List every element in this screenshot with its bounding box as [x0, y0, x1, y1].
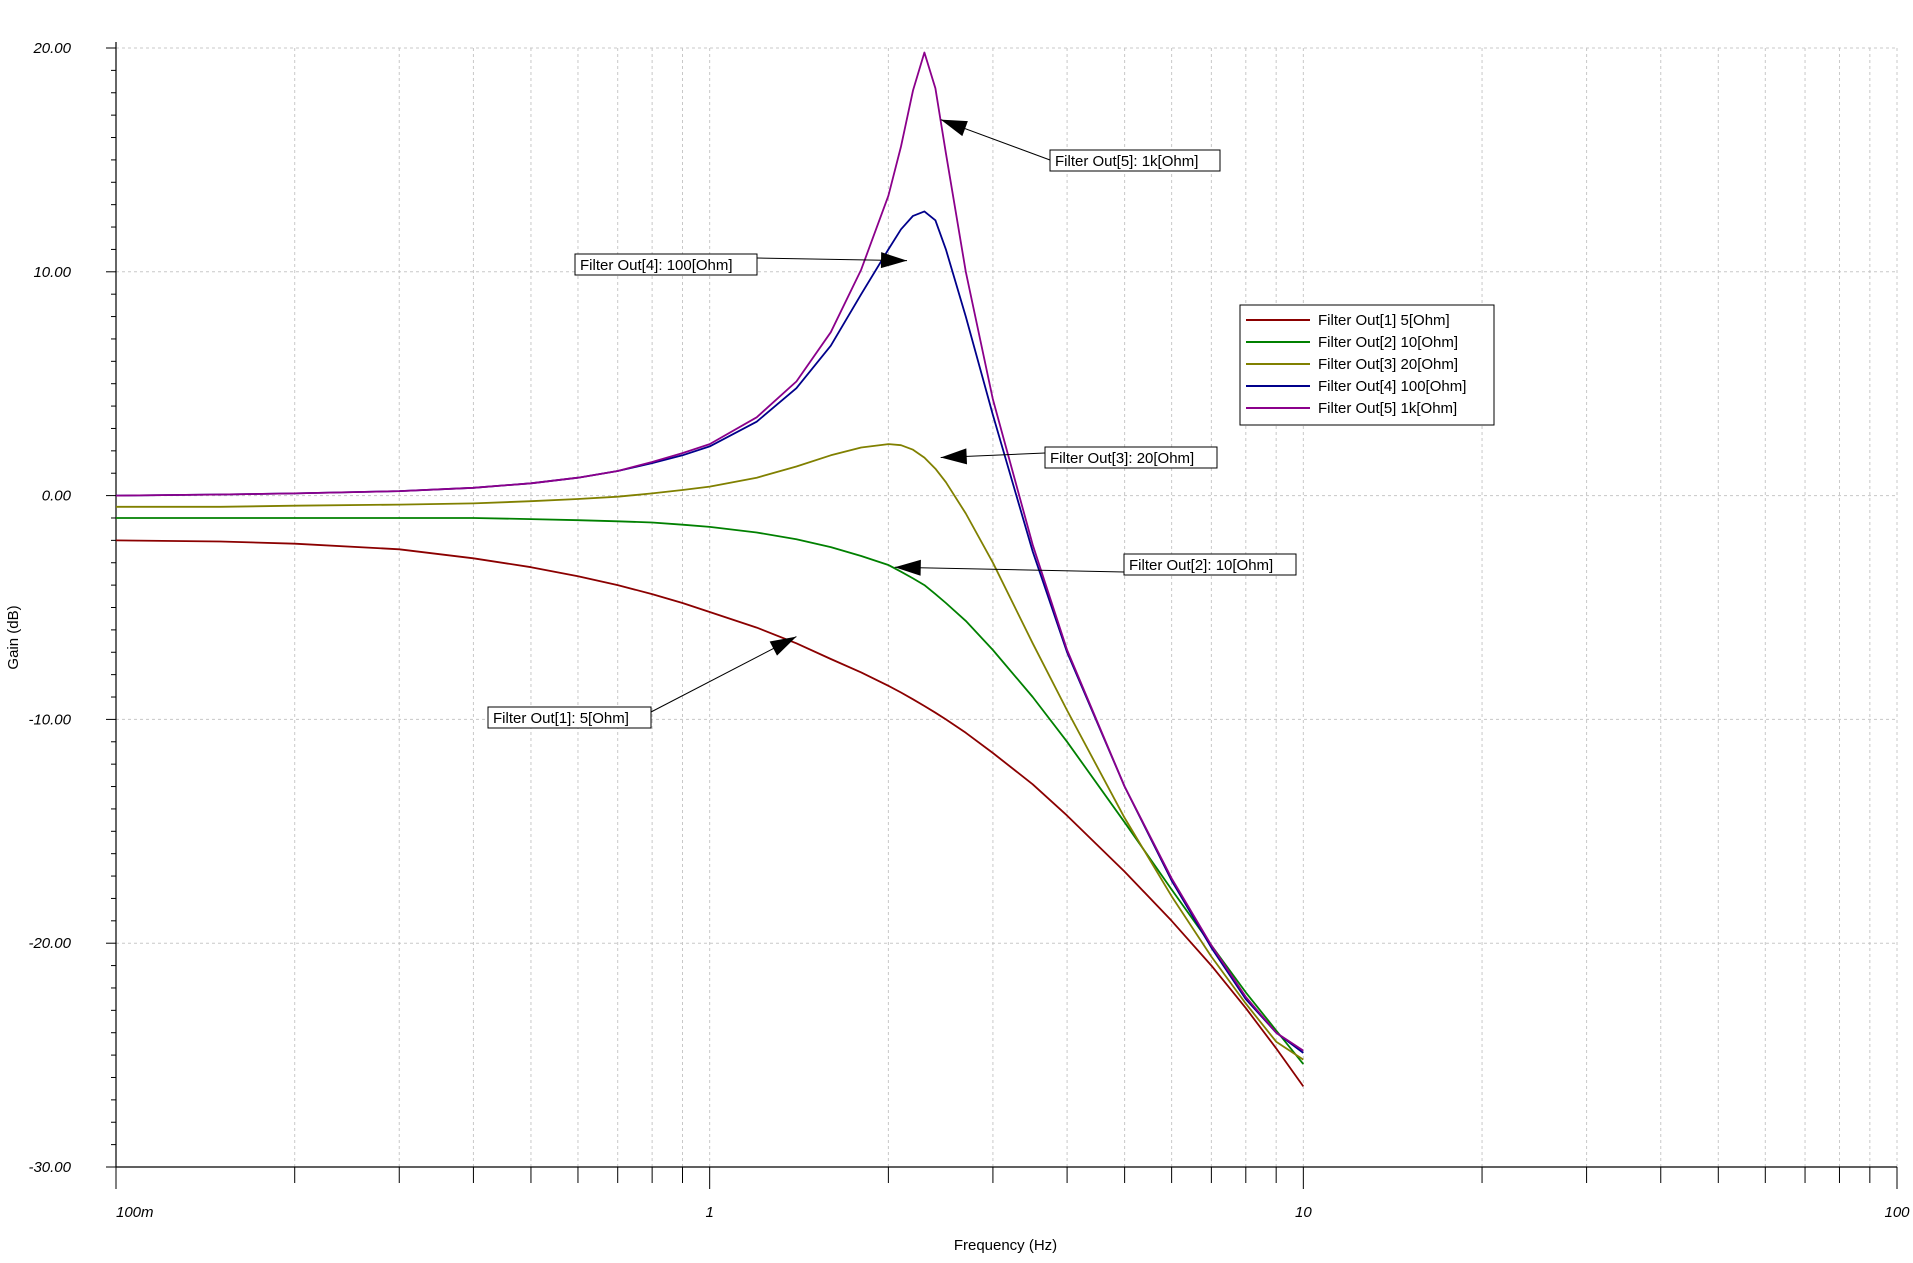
- legend-item-1: Filter Out[1] 5[Ohm]: [1246, 312, 1450, 329]
- annotation-arrowhead: [880, 252, 908, 269]
- y-tick-label: -10.00: [28, 711, 71, 728]
- legend-item-5: Filter Out[5] 1k[Ohm]: [1246, 400, 1457, 417]
- x-tick-label: 10: [1295, 1204, 1312, 1221]
- legend-label: Filter Out[1] 5[Ohm]: [1318, 312, 1450, 329]
- annotation-leader-line: [650, 636, 797, 713]
- y-axis-title: Gain (dB): [5, 605, 22, 669]
- tick-labels: 100m 1 10 100 20.00 10.00 0.00 -10.00 -20.00 -30.…: [28, 40, 1910, 1221]
- legend-item-4: Filter Out[4] 100[Ohm]: [1246, 378, 1466, 395]
- x-axis-title: Frequency (Hz): [954, 1237, 1057, 1254]
- annotation-2: Filter Out[4]: 100[Ohm]: [574, 252, 908, 276]
- annotation-arrowhead: [940, 448, 968, 465]
- y-tick-label: -30.00: [28, 1159, 71, 1176]
- grid: [116, 47, 1898, 1167]
- annotation-box: [1049, 149, 1221, 172]
- legend-label: Filter Out[4] 100[Ohm]: [1318, 378, 1466, 395]
- annotation-5: Filter Out[1]: 5[Ohm]: [487, 636, 797, 729]
- legend-label: Filter Out[3] 20[Ohm]: [1318, 356, 1458, 373]
- legend-item-3: Filter Out[3] 20[Ohm]: [1246, 356, 1458, 373]
- annotation-label: Filter Out[5]: 1k[Ohm]: [1055, 153, 1198, 170]
- annotation-box: [1123, 553, 1297, 576]
- annotation-label: Filter Out[4]: 100[Ohm]: [580, 257, 733, 274]
- axes: [115, 42, 1897, 1168]
- annotation-leader-line: [894, 566, 1125, 573]
- x-tick-label: 100m: [116, 1204, 154, 1221]
- y-tick-label: 20.00: [32, 40, 71, 57]
- annotation-4: Filter Out[2]: 10[Ohm]: [894, 553, 1297, 576]
- annotation-box: [487, 706, 652, 729]
- x-tick-label: 1: [705, 1204, 713, 1221]
- series-line-3: [116, 443, 1304, 1061]
- annotation-1: Filter Out[5]: 1k[Ohm]: [940, 119, 1221, 172]
- series-line-5: [115, 51, 1304, 1052]
- legend-label: Filter Out[5] 1k[Ohm]: [1318, 400, 1457, 417]
- legend-label: Filter Out[2] 10[Ohm]: [1318, 334, 1458, 351]
- legend-item-2: Filter Out[2] 10[Ohm]: [1246, 334, 1458, 351]
- annotation-arrowhead: [940, 119, 968, 137]
- annotation-label: Filter Out[3]: 20[Ohm]: [1050, 450, 1194, 467]
- y-tick-label: 0.00: [42, 488, 72, 505]
- annotation-label: Filter Out[1]: 5[Ohm]: [493, 710, 629, 727]
- y-tick-label: 10.00: [33, 264, 71, 281]
- annotation-box: [1044, 446, 1218, 469]
- y-tick-label: -20.00: [28, 935, 71, 952]
- annotation-label: Filter Out[2]: 10[Ohm]: [1129, 557, 1273, 574]
- annotation-3: Filter Out[3]: 20[Ohm]: [940, 446, 1218, 469]
- annotation-arrowhead: [894, 559, 921, 576]
- series-lines: [115, 51, 1305, 1087]
- annotation-box: [574, 253, 758, 276]
- x-tick-label: 100: [1884, 1204, 1910, 1221]
- legend: Filter Out[1] 5[Ohm] Filter Out[2] 10[Ohm…: [1239, 304, 1495, 426]
- series-line-1: [115, 539, 1305, 1087]
- annotation-arrowhead: [769, 636, 797, 656]
- annotations: Filter Out[5]: 1k[Ohm] Filter Out[4]: 100…: [487, 119, 1297, 729]
- series-line-2: [116, 517, 1305, 1065]
- tick-marks: [106, 47, 1898, 1189]
